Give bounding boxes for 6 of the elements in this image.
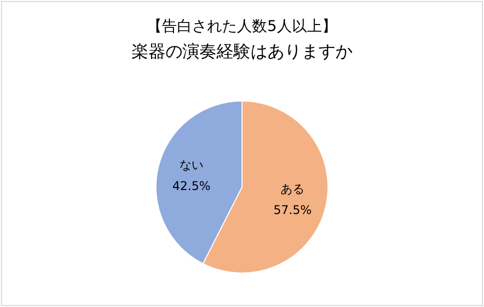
- slice-label: ない: [179, 158, 204, 172]
- chart-subtitle: 楽器の演奏経験はありますか: [132, 42, 352, 62]
- data-label: 57.5%: [274, 203, 312, 218]
- chart-title: 【告白された人数5人以上】: [147, 17, 337, 35]
- data-label: 42.5%: [172, 178, 210, 193]
- slice-label: ある: [280, 182, 305, 196]
